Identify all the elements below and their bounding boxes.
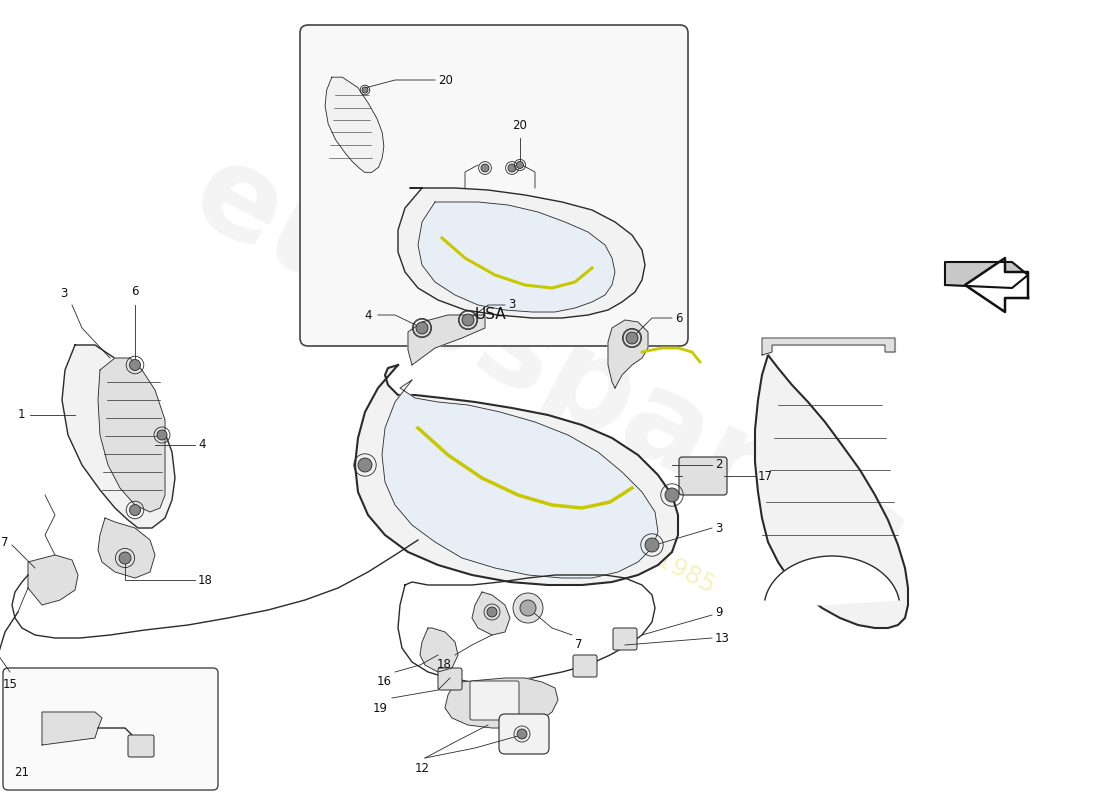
- Circle shape: [130, 505, 141, 515]
- FancyBboxPatch shape: [438, 668, 462, 690]
- Circle shape: [627, 333, 638, 343]
- Polygon shape: [418, 202, 615, 312]
- Text: 12: 12: [415, 762, 429, 775]
- Text: 3: 3: [508, 298, 516, 311]
- Polygon shape: [945, 262, 1028, 288]
- Text: 19: 19: [373, 702, 388, 715]
- Circle shape: [462, 314, 474, 326]
- FancyBboxPatch shape: [128, 735, 154, 757]
- Polygon shape: [98, 358, 165, 512]
- Circle shape: [417, 322, 428, 334]
- Circle shape: [517, 729, 527, 739]
- Circle shape: [362, 87, 369, 93]
- Polygon shape: [62, 345, 175, 528]
- Polygon shape: [446, 678, 558, 728]
- Polygon shape: [42, 712, 102, 745]
- Text: 20: 20: [513, 119, 527, 132]
- FancyBboxPatch shape: [300, 25, 688, 346]
- FancyBboxPatch shape: [3, 668, 218, 790]
- Polygon shape: [965, 258, 1028, 312]
- Polygon shape: [355, 365, 678, 585]
- Text: 6: 6: [131, 285, 139, 298]
- Text: 6: 6: [675, 311, 682, 325]
- Text: 7: 7: [0, 535, 8, 549]
- Polygon shape: [408, 315, 485, 365]
- Text: 4: 4: [198, 438, 206, 451]
- Text: 21: 21: [14, 766, 30, 778]
- Circle shape: [520, 600, 536, 616]
- Text: 9: 9: [715, 606, 723, 618]
- Text: 13: 13: [715, 631, 730, 645]
- Circle shape: [416, 322, 428, 334]
- Text: 16: 16: [377, 675, 392, 688]
- Polygon shape: [472, 592, 510, 635]
- Circle shape: [157, 430, 167, 440]
- Text: 18: 18: [437, 658, 452, 671]
- Text: 3: 3: [715, 522, 723, 534]
- Circle shape: [462, 314, 473, 326]
- Circle shape: [508, 164, 516, 172]
- Text: 4: 4: [364, 309, 372, 322]
- Polygon shape: [382, 380, 658, 578]
- Text: 15: 15: [2, 678, 18, 691]
- Polygon shape: [608, 320, 648, 388]
- Polygon shape: [764, 555, 899, 608]
- Text: 7: 7: [575, 638, 583, 651]
- Circle shape: [481, 164, 490, 172]
- Text: 17: 17: [758, 470, 773, 482]
- FancyBboxPatch shape: [470, 681, 519, 720]
- Circle shape: [487, 607, 497, 617]
- Circle shape: [358, 458, 372, 472]
- Text: USA: USA: [474, 307, 506, 322]
- Circle shape: [119, 552, 131, 564]
- Polygon shape: [420, 628, 458, 672]
- Text: eurospares: eurospares: [173, 131, 927, 609]
- FancyBboxPatch shape: [613, 628, 637, 650]
- Text: 1: 1: [18, 409, 25, 422]
- Circle shape: [645, 538, 659, 552]
- Circle shape: [513, 593, 543, 623]
- Polygon shape: [755, 355, 907, 628]
- FancyBboxPatch shape: [499, 714, 549, 754]
- FancyBboxPatch shape: [573, 655, 597, 677]
- Polygon shape: [762, 338, 895, 355]
- Circle shape: [130, 359, 141, 370]
- Polygon shape: [398, 188, 645, 318]
- Circle shape: [517, 162, 524, 169]
- Polygon shape: [28, 555, 78, 605]
- Text: 20: 20: [438, 74, 453, 86]
- FancyBboxPatch shape: [679, 457, 727, 495]
- Circle shape: [666, 488, 679, 502]
- Circle shape: [626, 332, 638, 344]
- Text: a passion for parts since1985: a passion for parts since1985: [381, 402, 719, 598]
- Polygon shape: [98, 518, 155, 578]
- Text: 18: 18: [198, 574, 213, 586]
- Text: 3: 3: [60, 287, 68, 300]
- Polygon shape: [326, 77, 384, 172]
- Text: 2: 2: [715, 458, 723, 471]
